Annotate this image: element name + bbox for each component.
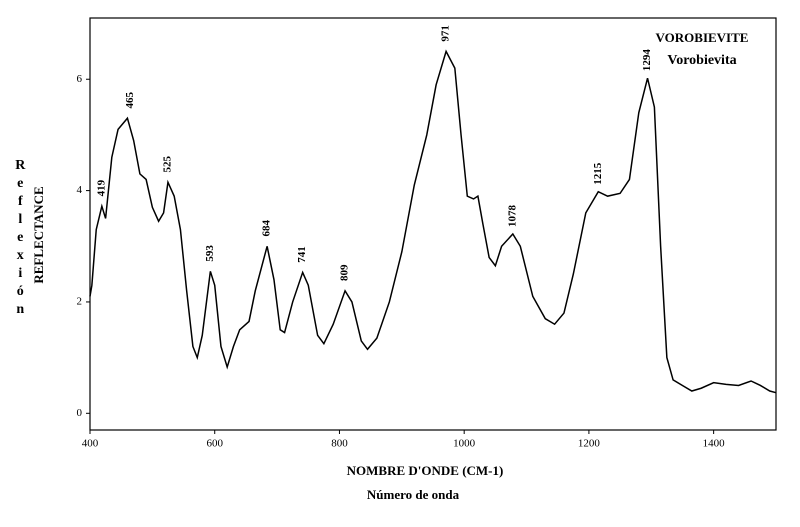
- x-tick-label: 1000: [453, 438, 476, 450]
- x-tick-label: 800: [331, 438, 348, 450]
- x-tick-label: 1200: [578, 438, 601, 450]
- peak-label: 971: [440, 25, 452, 42]
- peak-label: 809: [339, 264, 351, 281]
- peak-label: 1215: [592, 162, 604, 185]
- y-tick-label: 2: [77, 295, 83, 307]
- peak-label: 1294: [641, 49, 653, 72]
- y-axis-label: REFLECTANCE: [31, 186, 46, 283]
- peak-label: 593: [204, 245, 216, 262]
- plot-frame: [89, 17, 777, 431]
- y-tick-label: 6: [77, 73, 83, 85]
- y-axis-label-2: Reflexión: [13, 158, 28, 320]
- x-axis-label: NOMBRE D'ONDE (CM-1): [347, 463, 504, 478]
- peak-label: 1078: [506, 205, 518, 228]
- x-tick-label: 1400: [703, 438, 726, 450]
- y-tick-label: 4: [77, 184, 83, 196]
- y-tick-label: 0: [77, 407, 83, 419]
- peak-label: 741: [296, 246, 308, 263]
- peak-label: 419: [95, 179, 107, 196]
- peak-label: 684: [261, 220, 273, 237]
- x-tick-label: 400: [82, 438, 99, 450]
- x-tick-label: 600: [206, 438, 223, 450]
- chart-title: VOROBIEVITE: [656, 30, 749, 45]
- chart-subtitle: Vorobievita: [667, 53, 736, 68]
- spectrum-line: [89, 49, 777, 394]
- peak-label: 525: [161, 155, 173, 172]
- peak-label: 465: [124, 91, 136, 108]
- x-axis-label-2: Número de onda: [367, 487, 460, 502]
